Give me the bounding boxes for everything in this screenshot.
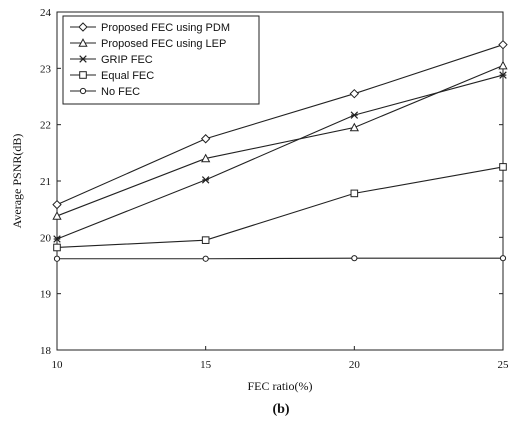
- legend-item: Proposed FEC using LEP: [70, 38, 226, 50]
- x-tick-label: 20: [349, 359, 361, 371]
- series-proposed-fec-using-lep: [52, 60, 508, 220]
- legend-marker: [79, 71, 87, 79]
- data-point-equal-fec: [350, 189, 359, 198]
- legend-marker: [79, 87, 87, 95]
- series-equal-fec: [53, 163, 507, 252]
- legend-box: [62, 15, 260, 105]
- data-point-equal-fec: [499, 163, 507, 171]
- legend-label: Proposed FEC using PDM: [101, 22, 230, 34]
- x-axis-title: FEC ratio(%): [248, 379, 313, 393]
- data-point-proposed-fec-using-pdm: [52, 199, 62, 210]
- legend-marker: [78, 22, 88, 32]
- legend-label: Equal FEC: [101, 70, 154, 82]
- data-point-grip-fec: [499, 71, 507, 79]
- legend-item: No FEC: [70, 86, 140, 98]
- data-point-proposed-fec-using-lep: [52, 211, 62, 220]
- legend-item: Equal FEC: [70, 70, 154, 82]
- data-point-equal-fec: [201, 236, 210, 244]
- data-point-proposed-fec-using-pdm: [200, 134, 211, 144]
- data-point-grip-fec: [53, 235, 61, 243]
- legend-label: Proposed FEC using LEP: [101, 38, 226, 50]
- series-grip-fec: [53, 71, 507, 243]
- y-tick-label: 22: [40, 120, 51, 132]
- data-point-equal-fec: [53, 243, 61, 252]
- figure-caption: (b): [272, 402, 289, 417]
- data-point-proposed-fec-using-lep: [201, 153, 211, 163]
- legend-item: Proposed FEC using PDM: [70, 22, 230, 34]
- x-tick-label: 25: [498, 359, 510, 371]
- series-line-grip-fec: [56, 74, 504, 240]
- y-tick-label: 24: [40, 7, 52, 19]
- data-point-no-fec: [53, 255, 61, 262]
- data-point-proposed-fec-using-pdm: [498, 39, 508, 50]
- data-point-no-fec: [499, 255, 507, 262]
- series-no-fec: [53, 255, 507, 262]
- legend-label: GRIP FEC: [101, 54, 153, 66]
- data-point-proposed-fec-using-lep: [498, 60, 508, 70]
- legend-label: No FEC: [101, 86, 140, 98]
- legend: Proposed FEC using PDM Proposed FEC using…: [62, 15, 260, 105]
- series-proposed-fec-using-pdm: [52, 39, 508, 210]
- data-point-grip-fec: [350, 111, 359, 119]
- y-axis-title: Average PSNR(dB): [10, 134, 24, 229]
- y-tick-label: 18: [40, 345, 52, 357]
- data-point-no-fec: [351, 255, 358, 262]
- y-tick-label: 19: [40, 289, 52, 301]
- series-line-no-fec: [57, 257, 503, 260]
- x-tick-label: 15: [200, 359, 212, 371]
- y-tick-label: 20: [40, 232, 52, 244]
- data-point-proposed-fec-using-pdm: [349, 88, 360, 99]
- x-tick-label: 10: [52, 359, 64, 371]
- data-point-no-fec: [202, 255, 209, 262]
- series-line-proposed-fec-using-pdm: [56, 44, 504, 206]
- series-line-proposed-fec-using-lep: [56, 65, 504, 217]
- legend-marker: [79, 55, 87, 63]
- series-line-equal-fec: [56, 166, 504, 249]
- legend-marker: [78, 38, 88, 47]
- data-point-proposed-fec-using-lep: [349, 122, 359, 132]
- legend-item: GRIP FEC: [70, 54, 153, 66]
- data-point-grip-fec: [201, 176, 210, 184]
- y-tick-label: 21: [40, 176, 51, 188]
- y-tick-label: 23: [40, 63, 52, 75]
